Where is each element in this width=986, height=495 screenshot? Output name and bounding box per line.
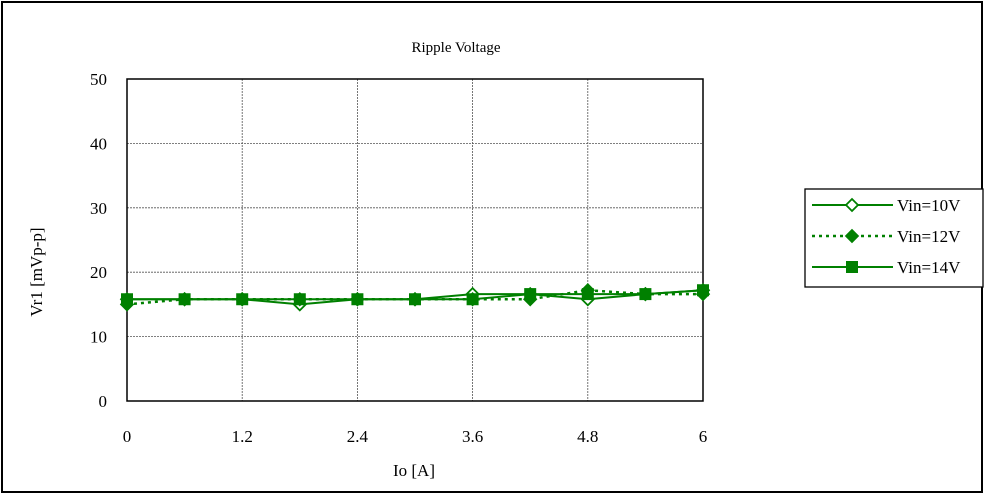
y-tick-label: 40 [90,134,107,153]
x-tick-labels: 0 1.2 2.4 3.6 4.8 6 [123,427,708,446]
x-tick-label: 0 [123,427,132,446]
x-tick-label: 4.8 [577,427,598,446]
legend-label: Vin=14V [897,258,961,277]
legend-marker [846,261,858,273]
y-axis-label: Vr1 [mVp-p] [27,227,46,316]
y-tick-label: 20 [90,263,107,282]
data-point [178,293,191,306]
data-point [581,288,594,301]
y-tick-label: 30 [90,199,107,218]
y-tick-label: 0 [99,392,108,411]
legend-label: Vin=12V [897,227,961,246]
legend-marker [844,228,860,244]
data-point [236,293,249,306]
series-layer [119,282,711,312]
data-point [409,293,421,306]
data-point [524,288,537,301]
data-point [293,293,306,306]
x-tick-label: 3.6 [462,427,483,446]
series-2 [121,284,709,306]
y-tick-label: 10 [90,328,107,347]
data-point [697,284,709,297]
x-tick-label: 2.4 [347,427,369,446]
legend: Vin=10V Vin=12V Vin=14V [804,188,984,288]
x-tick-label: 6 [699,427,708,446]
y-tick-labels: 0 10 20 30 40 50 [90,70,107,411]
plot-area [126,78,704,402]
chart-title: Ripple Voltage [411,40,500,56]
data-point [466,293,479,306]
legend-marker [844,197,860,213]
y-tick-label: 50 [90,70,107,89]
gridlines [127,79,703,401]
x-axis-label: Io [A] [393,461,435,480]
data-point [121,293,133,306]
data-point [639,288,652,301]
x-tick-label: 1.2 [232,427,253,446]
data-point [351,293,364,306]
legend-label: Vin=10V [897,196,961,215]
